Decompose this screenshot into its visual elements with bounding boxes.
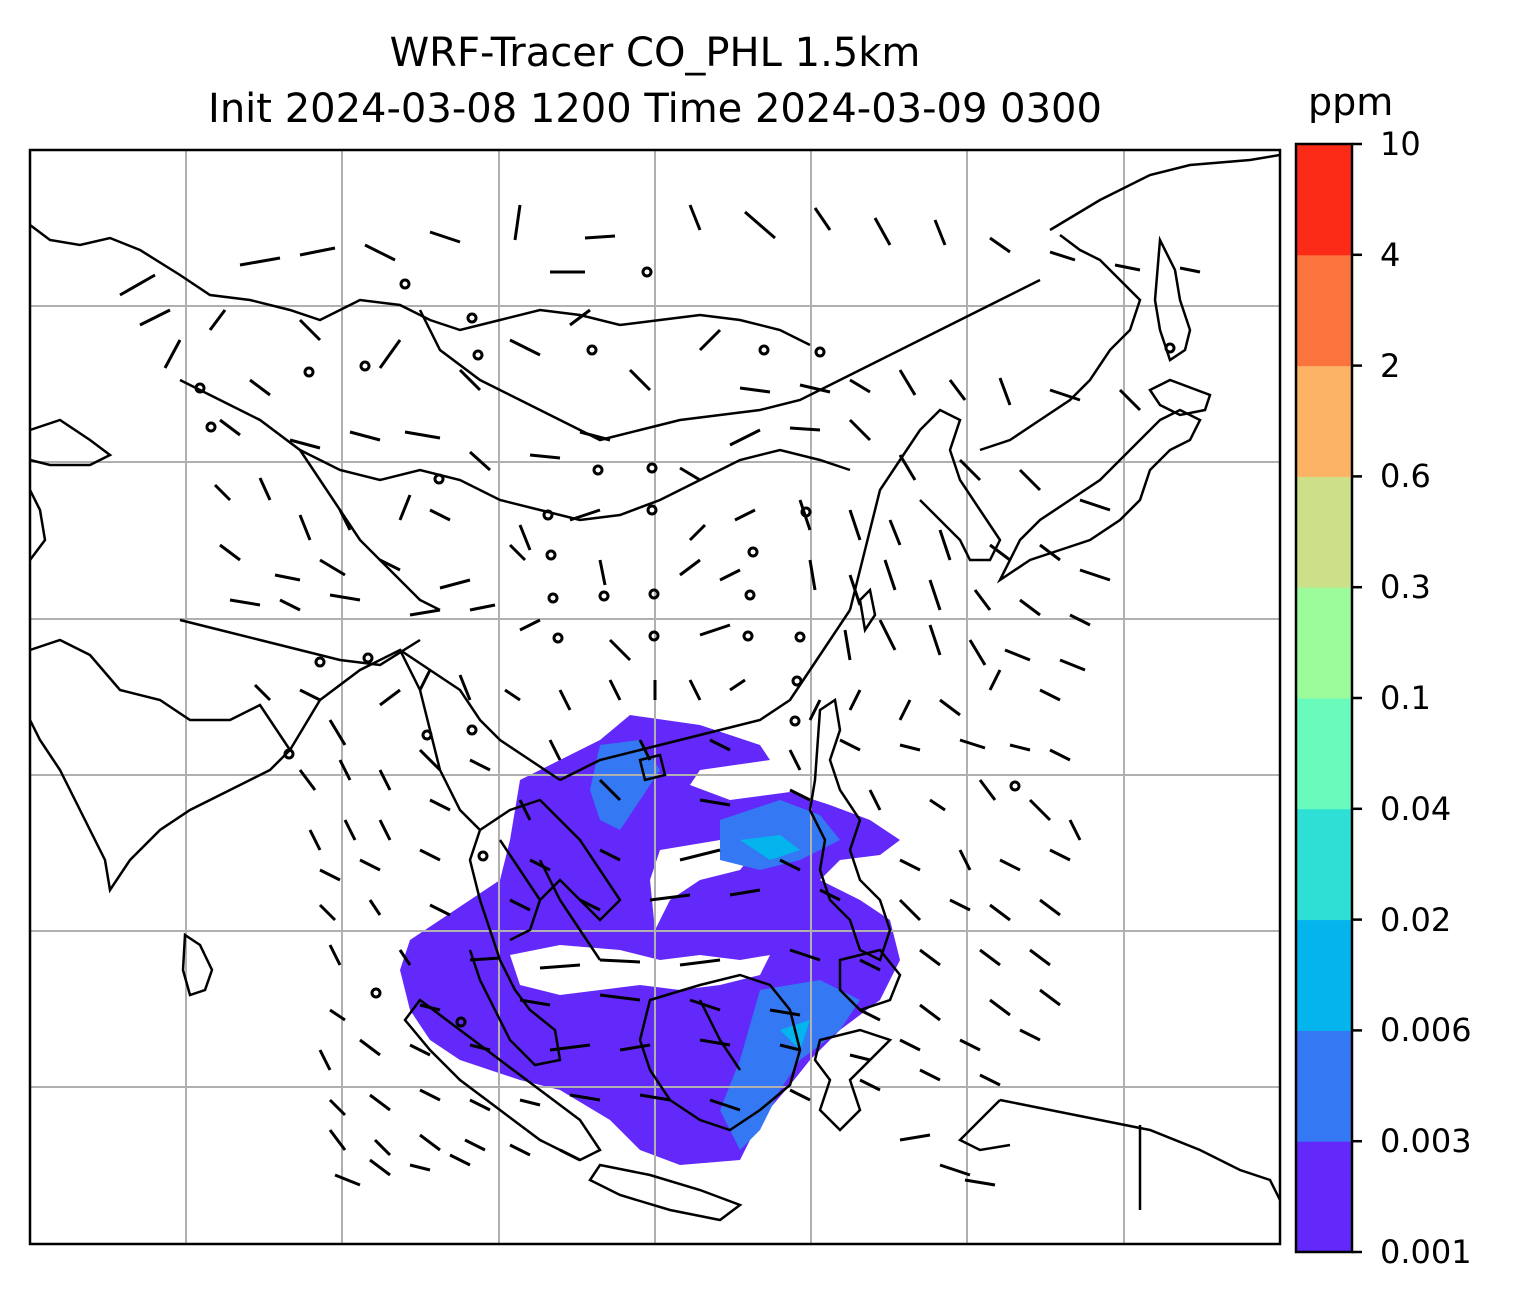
colorbar-tick-label: 0.6 — [1380, 457, 1431, 496]
colorbar-band — [1296, 587, 1352, 699]
colorbar-band — [1296, 254, 1352, 367]
colorbar-band — [1296, 808, 1352, 921]
country-borders — [179, 278, 1142, 1210]
colorbar-band — [1296, 144, 1352, 256]
colorbar-tick-label: 0.1 — [1380, 679, 1431, 717]
colorbar-tick-label: 0.003 — [1380, 1122, 1472, 1161]
calm-wind-circles — [194, 266, 1176, 1028]
colorbar-bands — [1296, 144, 1352, 1253]
colorbar-tick-label: 2 — [1380, 346, 1401, 385]
colorbar-band — [1296, 365, 1352, 477]
colorbar-tick-label: 0.3 — [1380, 568, 1431, 607]
map-frame — [28, 148, 1282, 1246]
map-title: WRF-Tracer CO_PHL 1.5km — [389, 30, 921, 76]
colorbar-ticks — [1352, 142, 1362, 1254]
wind-barbs — [119, 204, 1201, 1187]
colorbar-tick-label: 0.001 — [1380, 1233, 1472, 1271]
colorbar-tick-label: 0.04 — [1380, 789, 1452, 828]
plume-third-level — [740, 835, 810, 1050]
colorbar-tick-label: 0.02 — [1380, 900, 1452, 939]
colorbar-tick-label: 0.006 — [1380, 1011, 1472, 1050]
colorbar-band — [1296, 698, 1352, 810]
colorbar-unit: ppm — [1308, 80, 1394, 124]
map-subtitle: Init 2024-03-08 1200 Time 2024-03-09 030… — [208, 86, 1102, 132]
colorbar-band — [1296, 1141, 1352, 1253]
colorbar-tick-label: 4 — [1380, 235, 1401, 274]
colorbar-tick-label: 10 — [1380, 125, 1421, 163]
colorbar-band — [1296, 476, 1352, 588]
colorbar-band — [1296, 919, 1352, 1031]
colorbar-band — [1296, 1030, 1352, 1142]
